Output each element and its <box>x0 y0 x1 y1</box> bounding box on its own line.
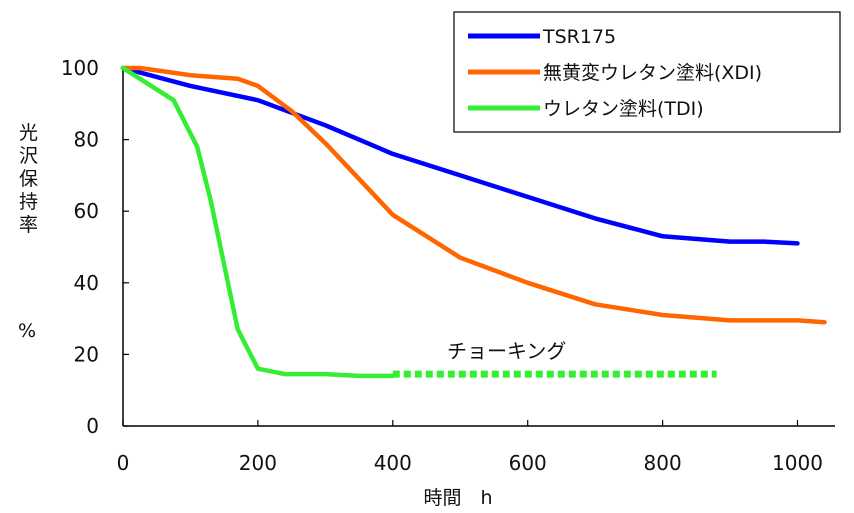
y-tick-label: 0 <box>86 414 99 438</box>
x-tick-label: 200 <box>239 451 277 475</box>
y-axis-title: 光沢保持率 <box>16 122 38 237</box>
series-line-3 <box>120 65 396 379</box>
y-tick-label: 80 <box>74 128 99 152</box>
legend-label-tdi: ウレタン塗料(TDI) <box>543 97 704 120</box>
y-axis-unit: % <box>18 320 36 342</box>
y-tick-label: 20 <box>74 342 99 366</box>
x-tick-label: 1000 <box>772 451 823 475</box>
series-line-2 <box>120 65 827 325</box>
y-tick-label: 40 <box>74 271 99 295</box>
x-tick-label: 600 <box>509 451 547 475</box>
series-line-1 <box>120 65 800 246</box>
x-axis-title: 時間 h <box>423 487 492 509</box>
y-tick-label: 100 <box>61 56 99 80</box>
chalking-annotation: チョーキング <box>447 339 566 363</box>
legend-label-xdi: 無黄変ウレタン塗料(XDI) <box>543 61 762 84</box>
legend: TSR175 無黄変ウレタン塗料(XDI) ウレタン塗料(TDI) <box>453 11 841 133</box>
x-tick-label: 800 <box>644 451 682 475</box>
x-tick-label: 400 <box>374 451 412 475</box>
x-tick-label: 0 <box>117 451 130 475</box>
legend-label-tsr175: TSR175 <box>542 26 616 48</box>
y-tick-label: 60 <box>74 199 99 223</box>
